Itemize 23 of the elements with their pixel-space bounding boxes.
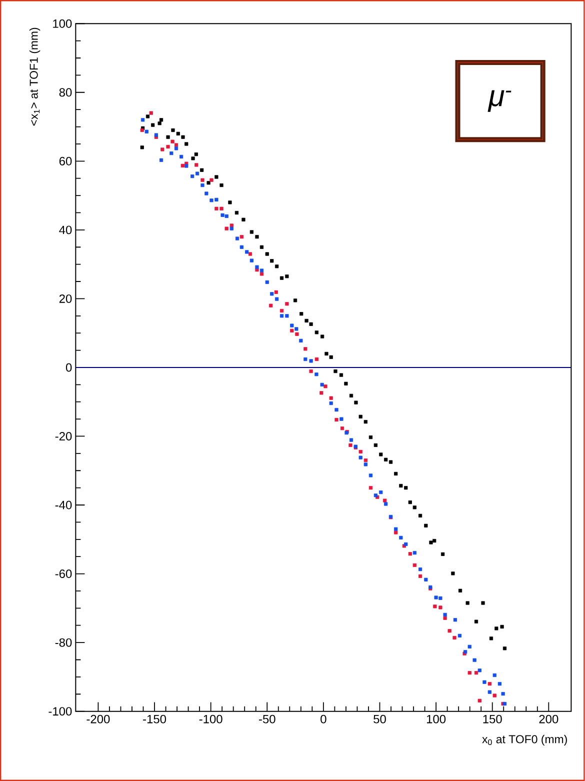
y-tick-label: -100 (48, 707, 72, 716)
x-tick-label: -50 (259, 714, 276, 724)
x-axis-title: x$_{0}$ at TOF0 (mm) (482, 734, 568, 746)
y-tick-label: 60 (60, 156, 72, 166)
y-tick-label: -80 (56, 638, 72, 647)
y-tick-label: -60 (56, 570, 72, 578)
x-tick-label: 100 (427, 714, 446, 724)
x-tick-label: 50 (374, 714, 386, 724)
y-tick-label: -20 (56, 432, 72, 440)
y-axis-title: <x$_{1}$> at TOF1 (mm) (30, 28, 40, 126)
y-tick-label: 80 (59, 88, 72, 97)
y-tick-label: 100 (53, 19, 72, 28)
x-tick-label: 200 (539, 714, 558, 724)
x-tick-label: -100 (199, 714, 222, 724)
x-tick-label: -150 (143, 714, 166, 724)
y-tick-label: 0 (66, 363, 72, 372)
y-tick-label: 40 (59, 226, 72, 234)
y-tick-label: 20 (60, 294, 72, 303)
x-tick-label: 150 (483, 714, 502, 724)
x-tick-label: 0 (320, 714, 326, 724)
annotation: μ$^{-}$ (488, 90, 512, 112)
y-tick-label: -40 (56, 500, 72, 510)
x-tick-label: -200 (86, 714, 110, 724)
